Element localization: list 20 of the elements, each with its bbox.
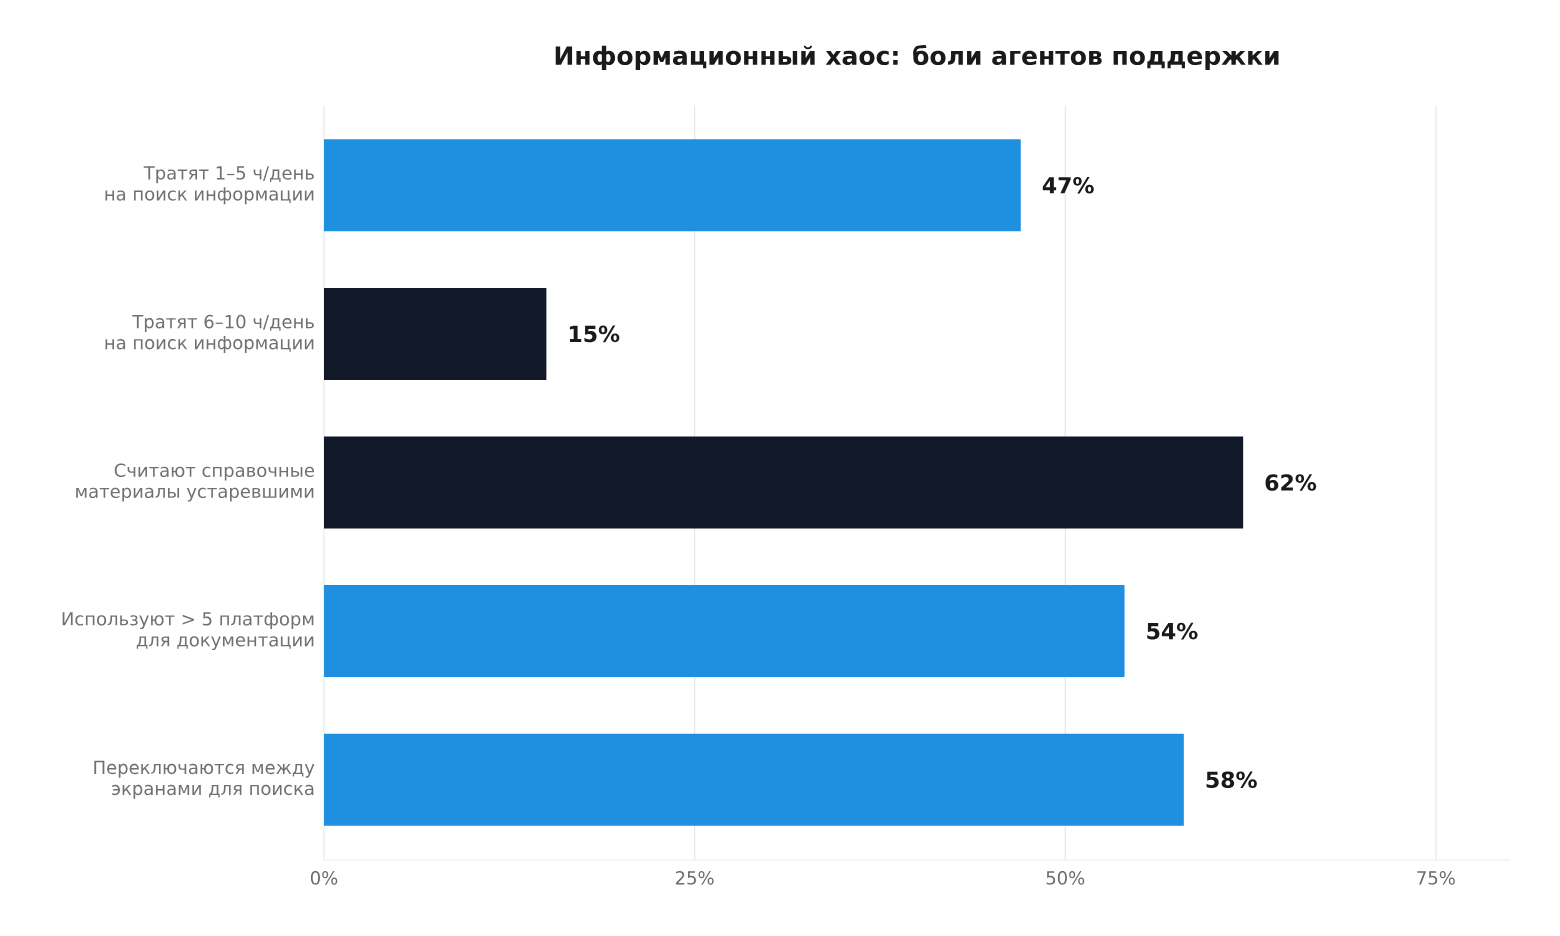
data-label: 58% xyxy=(1206,771,1257,789)
data-label: 54% xyxy=(1147,622,1198,640)
data-label: 62% xyxy=(1265,474,1317,491)
data-label: 47% xyxy=(1042,176,1094,194)
bar xyxy=(324,436,1244,529)
data-label: 15% xyxy=(569,325,620,343)
x-tick-label: 75% xyxy=(1417,871,1455,885)
y-tick-label: Переключаются между экранами для поиска xyxy=(94,760,315,799)
y-tick-label: Используют > 5 платформ для документации xyxy=(62,612,314,651)
bar xyxy=(324,733,1184,826)
chart-title: Информационный хаос: боли агентов поддержки xyxy=(555,44,1279,70)
y-tick-label: Тратят 6–10 ч/день на поиск информации xyxy=(105,314,314,353)
bar xyxy=(324,585,1125,678)
y-tick-label: Тратят 1–5 ч/день на поиск информации xyxy=(105,166,314,205)
y-tick-label: Считают справочные материалы устаревшими xyxy=(76,463,315,502)
bar xyxy=(324,287,547,380)
x-tick-label: 25% xyxy=(675,871,714,885)
x-tick-label: 0% xyxy=(310,871,338,885)
x-tick-label: 50% xyxy=(1046,871,1085,885)
bar xyxy=(324,139,1021,232)
